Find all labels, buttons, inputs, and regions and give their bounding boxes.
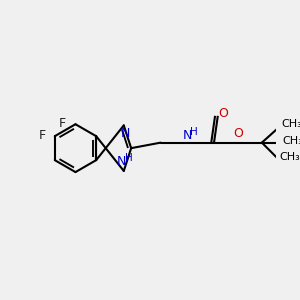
- Text: O: O: [218, 107, 228, 120]
- Text: CH₃: CH₃: [281, 119, 300, 129]
- Text: H: H: [124, 153, 132, 163]
- Text: N: N: [117, 155, 127, 168]
- Text: CH₃: CH₃: [283, 136, 300, 146]
- Text: N: N: [121, 127, 130, 140]
- Text: O: O: [233, 127, 243, 140]
- Text: F: F: [38, 129, 45, 142]
- Text: F: F: [59, 117, 66, 130]
- Text: H: H: [190, 127, 198, 136]
- Text: CH₃: CH₃: [279, 152, 300, 162]
- Text: N: N: [183, 129, 192, 142]
